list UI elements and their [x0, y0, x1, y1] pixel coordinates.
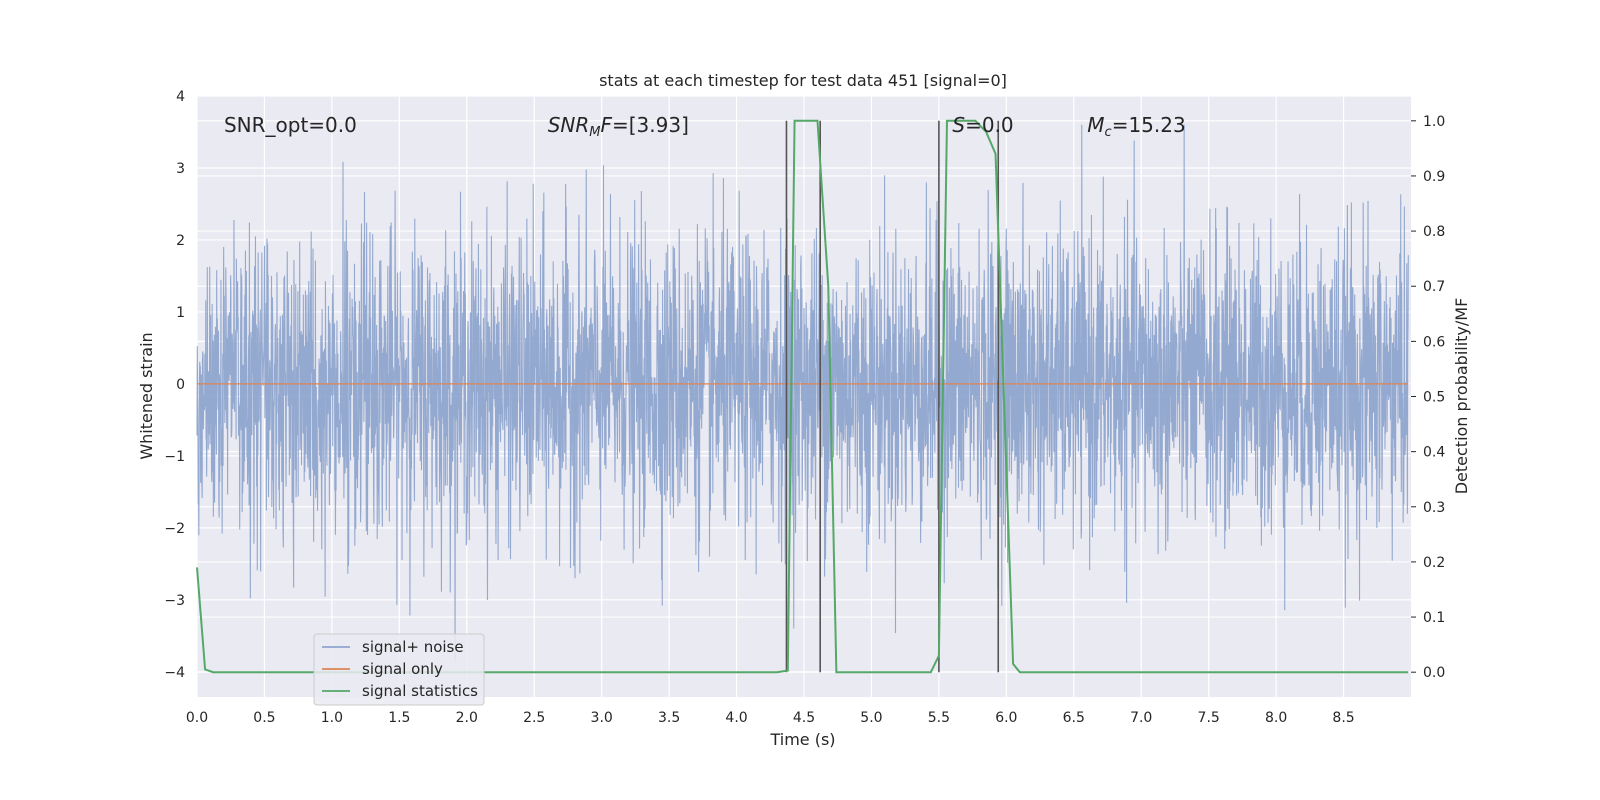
y2-tick-label: 0.8	[1423, 224, 1445, 240]
y2-tick-label: 1.0	[1423, 114, 1445, 130]
legend-label-signal-only: signal only	[362, 660, 443, 678]
x-axis-label: Time (s)	[769, 730, 835, 749]
legend-label-signal-noise: signal+ noise	[362, 638, 464, 656]
x-tick-label: 4.0	[725, 710, 747, 726]
x-tick-label: 0.0	[186, 710, 208, 726]
legend: signal+ noise signal only signal statist…	[313, 633, 485, 706]
x-tick-label: 0.5	[253, 710, 275, 726]
x-tick-label: 3.5	[658, 710, 680, 726]
x-tick-label: 8.5	[1332, 710, 1354, 726]
series-line-signal-noise	[196, 124, 1409, 661]
annotation-snr-opt: SNR_opt=0.0	[224, 113, 357, 137]
series-line-signal-statistics	[196, 119, 1409, 674]
series-signal-noise	[196, 124, 1409, 661]
x-tick-label: 8.0	[1265, 710, 1287, 726]
x-tick-label: 7.0	[1130, 710, 1152, 726]
y-tick-label: 0	[176, 377, 185, 393]
x-tick-labels: 0.0 0.5 1.0 1.5 2.0 2.5 3.0 3.5 4.0 4.5 5.0 5.5 6.0 6…	[186, 710, 1355, 726]
y-tick-label: 1	[176, 305, 185, 321]
annotation-snr-mf: SNRMF=[3.93]	[548, 113, 689, 140]
y-tick-label: −2	[164, 521, 185, 537]
legend-label-signal-statistics: signal statistics	[362, 682, 478, 700]
y2-tick-label: 0.6	[1423, 334, 1445, 350]
annotation-mc: Mc=15.23	[1087, 113, 1185, 140]
y2-tick-label: 0.2	[1423, 555, 1445, 571]
y2-axis-label: Detection probability/MF	[1452, 298, 1471, 495]
x-tick-label: 6.5	[1063, 710, 1085, 726]
y2-tick-label: 0.3	[1423, 500, 1445, 516]
y-tick-label: −1	[164, 449, 185, 465]
series-signal-statistics	[196, 119, 1409, 674]
x-tick-label: 1.0	[321, 710, 343, 726]
y-tick-label: 3	[176, 161, 185, 177]
y2-tick-label: 0.0	[1423, 665, 1445, 681]
x-tick-label: 2.5	[523, 710, 545, 726]
y-tick-label: 2	[176, 233, 185, 249]
x-tick-label: 2.0	[456, 710, 478, 726]
x-tick-label: 4.5	[793, 710, 815, 726]
x-tick-label: 1.5	[388, 710, 410, 726]
chart-title: stats at each timestep for test data 451…	[599, 71, 1007, 90]
vertical-markers	[785, 120, 1000, 673]
y2-tick-labels: 1.0 0.9 0.8 0.7 0.6 0.5 0.4 0.3 0.2 0.1 0.0	[1411, 114, 1445, 681]
x-tick-label: 5.0	[860, 710, 882, 726]
y2-tick-label: 0.1	[1423, 610, 1445, 626]
annotations: SNR_opt=0.0 SNRMF=[3.93] S=0.0 Mc=15.23	[224, 113, 1186, 140]
y-tick-label: 4	[176, 89, 185, 105]
y2-tick-label: 0.4	[1423, 445, 1445, 461]
y2-tick-label: 0.5	[1423, 390, 1445, 406]
y-tick-labels: 4 3 2 1 0 −1 −2 −3 −4	[164, 89, 185, 681]
legend-box	[313, 633, 485, 706]
annotation-s: S=0.0	[952, 113, 1013, 137]
y-tick-label: −4	[164, 665, 185, 681]
y-axis-label: Whitened strain	[137, 332, 156, 459]
y2-tick-label: 0.7	[1423, 279, 1445, 295]
x-tick-label: 5.5	[928, 710, 950, 726]
y2-tick-label: 0.9	[1423, 169, 1445, 185]
x-tick-label: 3.0	[591, 710, 613, 726]
x-tick-label: 7.5	[1198, 710, 1220, 726]
y-tick-label: −3	[164, 593, 185, 609]
x-tick-label: 6.0	[995, 710, 1017, 726]
